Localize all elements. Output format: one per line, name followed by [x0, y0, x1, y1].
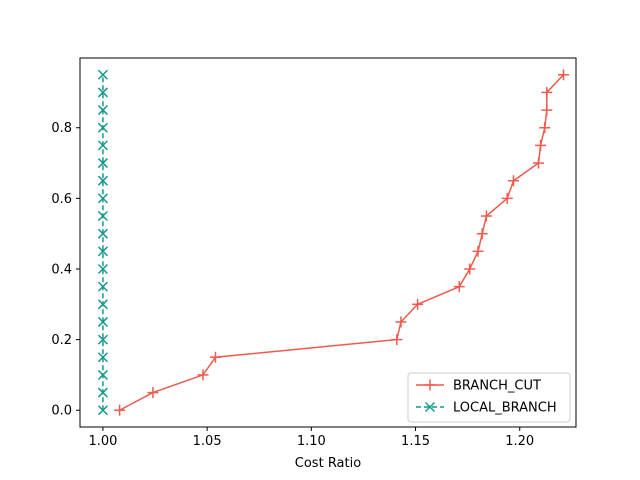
data-point — [472, 245, 484, 257]
x-marker-b — [97, 352, 108, 363]
data-point — [97, 246, 108, 257]
data-point — [97, 369, 108, 380]
x-marker-b — [97, 122, 108, 133]
x-marker-b — [97, 193, 108, 204]
x-marker-b — [97, 405, 108, 416]
data-point — [97, 105, 108, 116]
legend-item: BRANCH_CUT — [416, 379, 541, 394]
data-point — [97, 299, 108, 310]
data-point — [97, 387, 108, 398]
x-marker-b — [97, 387, 108, 398]
x-marker-b — [97, 299, 108, 310]
series-branch-cut — [114, 69, 569, 416]
data-point — [97, 316, 108, 327]
x-marker-b — [97, 246, 108, 257]
data-point — [532, 157, 544, 169]
legend: BRANCH_CUT LOCAL_BRANCH — [407, 372, 571, 423]
x-tick-label: 1.05 — [193, 434, 222, 449]
data-point — [97, 228, 108, 239]
data-point — [501, 192, 513, 204]
x-tick-label: 1.10 — [297, 434, 326, 449]
data-point — [97, 87, 108, 98]
data-point — [541, 104, 553, 116]
x-marker-b — [97, 334, 108, 345]
data-point — [97, 334, 108, 345]
data-point — [453, 281, 465, 293]
x-marker-b — [97, 228, 108, 239]
data-point — [97, 193, 108, 204]
data-point — [97, 281, 108, 292]
x-marker-b — [97, 105, 108, 116]
data-point — [541, 86, 553, 98]
series-local-branch — [97, 69, 108, 416]
x-marker-b — [97, 140, 108, 151]
x-marker-b — [97, 369, 108, 380]
data-point — [114, 404, 126, 416]
legend-item: LOCAL_BRANCH — [416, 401, 557, 416]
data-point — [147, 387, 159, 399]
data-point — [197, 369, 209, 381]
x-axis-label: Cost Ratio — [295, 456, 361, 471]
y-tick-label: 0.4 — [51, 262, 72, 277]
x-tick-label: 1.20 — [505, 434, 534, 449]
x-marker-b — [424, 401, 436, 413]
data-point — [395, 316, 407, 328]
y-tick-label: 0.6 — [51, 192, 72, 207]
x-tick-label: 1.15 — [401, 434, 430, 449]
legend-swatch-marker — [424, 379, 436, 391]
data-point — [391, 334, 403, 346]
x-tick-label: 1.00 — [88, 434, 117, 449]
x-marker-b — [97, 69, 108, 80]
legend-swatch-marker — [424, 401, 436, 413]
data-point — [476, 228, 488, 240]
data-point — [412, 298, 424, 310]
data-point — [97, 352, 108, 363]
data-point — [557, 69, 569, 81]
y-tick-label: 0.2 — [51, 333, 72, 348]
data-point — [97, 140, 108, 151]
data-point — [97, 263, 108, 275]
data-point — [97, 158, 108, 169]
x-marker-b — [97, 316, 108, 327]
y-tick-label: 0.0 — [51, 404, 72, 419]
axes-frame — [79, 57, 577, 428]
data-point — [535, 139, 547, 151]
data-point — [97, 122, 108, 133]
x-marker-b — [97, 210, 108, 222]
data-point — [97, 210, 108, 222]
x-marker-b — [97, 87, 108, 98]
x-marker-b — [97, 263, 108, 275]
x-marker-b — [97, 175, 108, 186]
x-marker-b — [97, 158, 108, 169]
y-axis: 0.0 0.2 0.4 0.6 0.8 — [51, 121, 80, 419]
data-point — [97, 405, 108, 416]
data-point — [97, 175, 108, 186]
legend-box — [407, 372, 571, 423]
data-point — [539, 122, 551, 134]
legend-label: LOCAL_BRANCH — [453, 401, 557, 416]
x-axis: 1.00 1.05 1.10 1.15 1.20 — [88, 427, 534, 449]
plot-area — [97, 69, 569, 416]
data-point — [464, 263, 476, 275]
data-point — [97, 69, 108, 80]
legend-label: BRANCH_CUT — [453, 379, 541, 394]
y-tick-label: 0.8 — [51, 121, 72, 136]
data-point — [507, 175, 519, 187]
data-point — [480, 210, 492, 222]
x-marker-b — [97, 281, 108, 292]
data-point — [209, 351, 221, 363]
